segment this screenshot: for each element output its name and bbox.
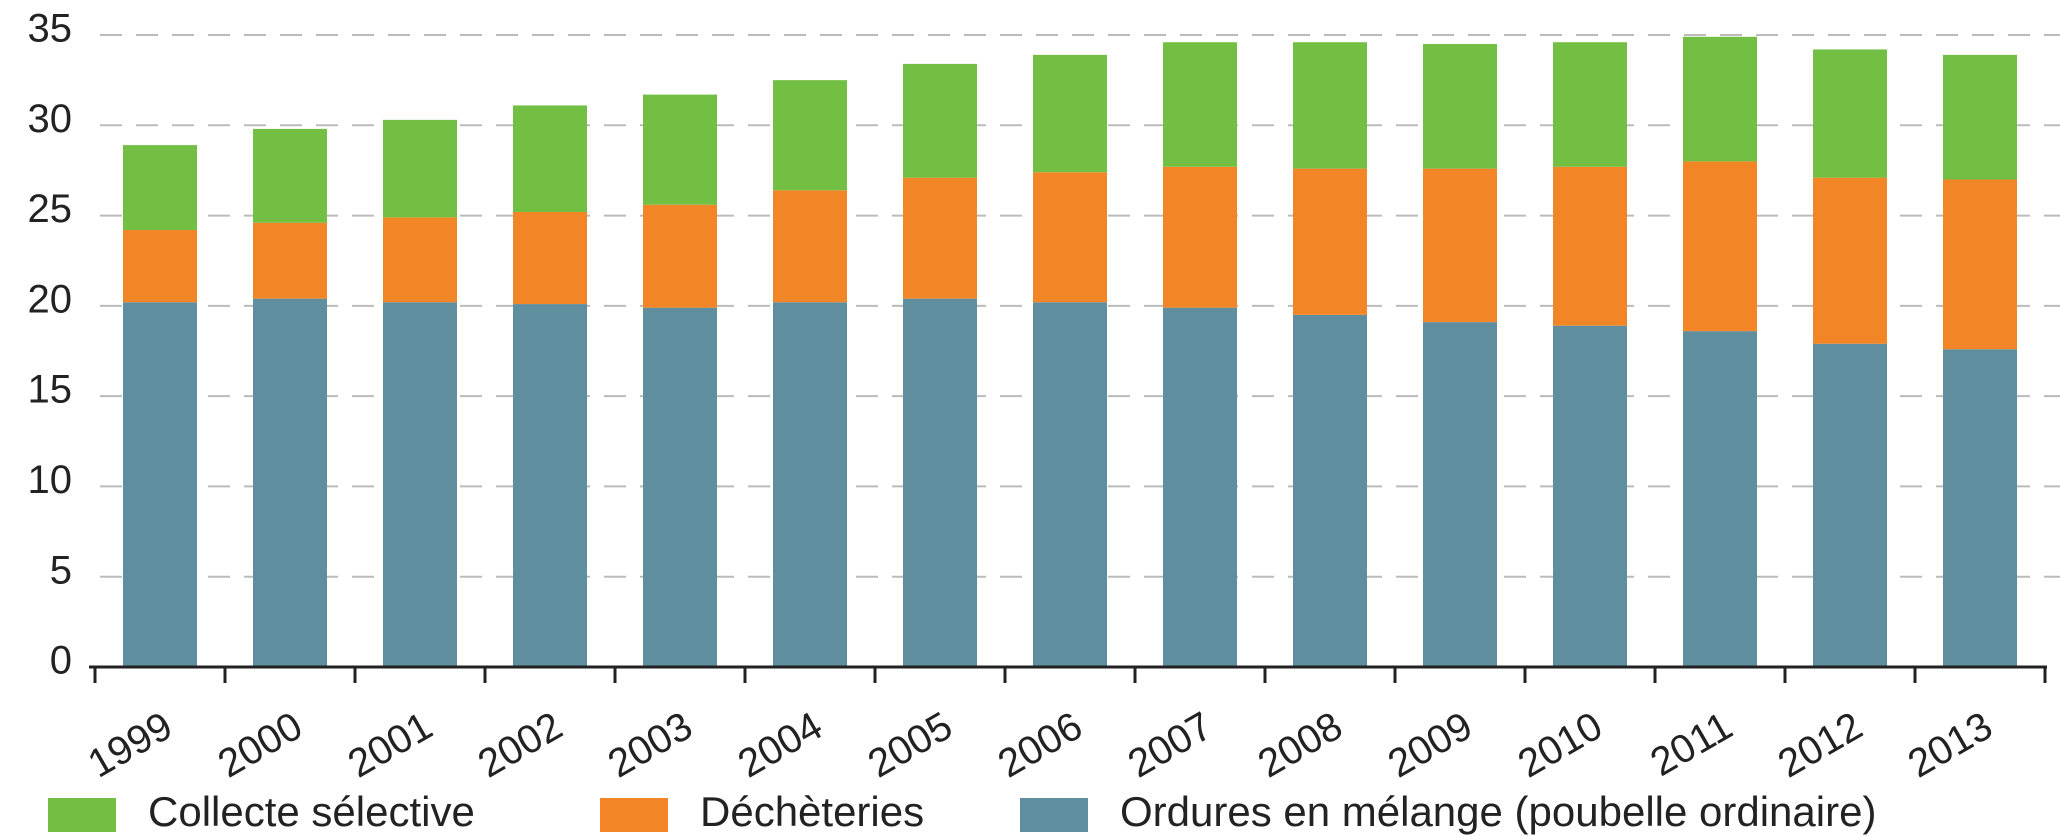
x-tick-label: 2006 [991,704,1090,787]
x-tick-label: 2000 [211,704,310,787]
bar-segment [383,119,457,218]
bar-segment [1553,166,1627,326]
bar-segment [1033,172,1107,303]
legend-swatch [48,798,116,832]
bar-segment [1553,42,1627,167]
bar-segment [773,302,847,667]
bar-segment [903,63,977,178]
x-tick-label: 2004 [731,704,830,787]
legend-label: Déchèteries [700,788,924,835]
legend-label: Ordures en mélange (poubelle ordinaire) [1120,788,1876,835]
y-tick-label: 5 [50,548,72,592]
bar-segment [253,298,327,667]
x-tick-label: 2008 [1251,704,1350,787]
bar-segment [1813,49,1887,178]
bar-segment [1293,314,1367,667]
bar-segment [1163,42,1237,167]
bar-segment [1683,36,1757,162]
bar-segment [1293,42,1367,169]
bar-segment [383,302,457,667]
bar-segment [1553,325,1627,667]
x-tick-label: 2002 [471,704,570,787]
bar-segment [1163,307,1237,667]
bar-segment [513,304,587,667]
bar-segment [383,217,457,303]
bar-segment [1943,349,2017,667]
x-tick-label: 2013 [1901,704,2000,787]
bar-segment [253,128,327,223]
bar-segment [1683,331,1757,667]
bar-segment [643,94,717,205]
bar-segment [1423,322,1497,667]
x-tick-label: 2001 [341,704,440,787]
bar-segment [1033,54,1107,173]
y-tick-label: 30 [28,97,73,141]
bar-segment [1423,44,1497,169]
x-tick-label: 2010 [1511,704,1610,787]
y-tick-label: 35 [28,7,73,51]
bar-segment [123,302,197,667]
bar-segment [903,177,977,299]
bar-segment [253,222,327,299]
bar-segment [513,211,587,305]
y-tick-label: 25 [28,187,73,231]
bar-segment [1943,54,2017,180]
x-tick-label: 2007 [1121,704,1220,787]
x-tick-label: 2012 [1771,704,1870,787]
x-tick-label: 2009 [1381,704,1480,787]
bar-segment [1033,302,1107,667]
bar-segment [1813,343,1887,667]
y-tick-label: 20 [28,277,73,321]
bar-segment [643,307,717,667]
bar-segment [773,80,847,191]
bar-segment [1293,168,1367,315]
x-tick-label: 2005 [861,704,960,787]
bar-segment [123,230,197,303]
bar-segment [643,204,717,308]
bar-segment [903,298,977,667]
x-tick-label: 2011 [1643,704,1739,785]
bar-segment [1683,161,1757,332]
x-tick-label: 1999 [81,704,180,787]
x-tick-label: 2003 [601,704,700,787]
bar-segment [1943,179,2017,350]
y-tick-label: 10 [28,458,73,502]
bar-segment [1813,177,1887,344]
legend-swatch [600,798,668,832]
bar-segment [1423,168,1497,323]
y-tick-label: 0 [50,639,72,683]
y-tick-label: 15 [28,368,73,412]
bar-segment [1163,166,1237,308]
bar-segment [513,105,587,212]
bar-segment [773,190,847,303]
legend-swatch [1020,798,1088,832]
bar-segment [123,145,197,231]
legend-label: Collecte sélective [148,788,475,835]
